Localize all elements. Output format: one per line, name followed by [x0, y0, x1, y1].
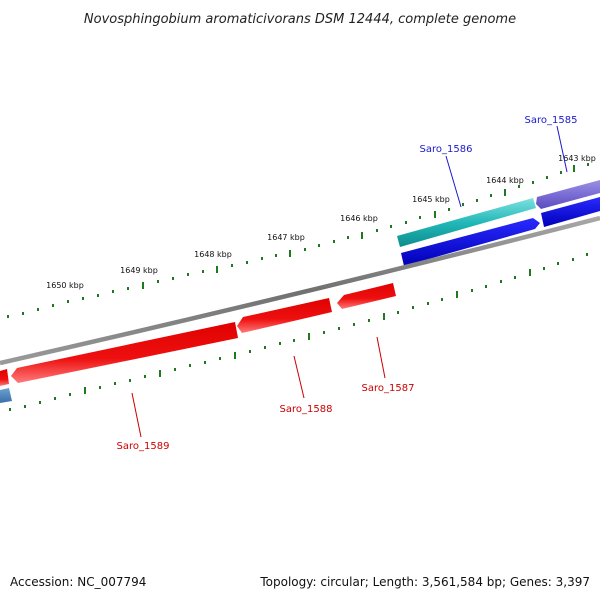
gene-saro-1588[interactable]	[237, 298, 332, 333]
tick-label-1647: 1647 kbp	[267, 233, 305, 242]
gene-saro-1585-purple[interactable]	[536, 180, 600, 209]
gene-blue-forward-2[interactable]	[541, 197, 600, 227]
tick-label-1649: 1649 kbp	[120, 266, 158, 275]
tick-label-1643: 1643 kbp	[558, 154, 596, 163]
gene-saro-1587[interactable]	[337, 283, 396, 309]
tick-label-1650: 1650 kbp	[46, 281, 84, 290]
gene-label-saro-1585[interactable]: Saro_1585	[525, 115, 578, 126]
map-title: Novosphingobium aromaticivorans DSM 1244…	[84, 12, 516, 27]
gene-label-saro-1589[interactable]: Saro_1589	[117, 441, 170, 452]
tick-label-1645: 1645 kbp	[412, 195, 450, 204]
tick-label-1646: 1646 kbp	[340, 214, 378, 223]
genome-backbone	[0, 215, 600, 366]
inner-tick-ring	[9, 253, 588, 411]
tick-label-1644: 1644 kbp	[486, 176, 524, 185]
gene-steel-edge[interactable]	[0, 388, 12, 403]
gene-label-saro-1587[interactable]: Saro_1587	[362, 383, 415, 394]
leader-saro-1586	[445, 155, 462, 208]
leader-saro-1587	[376, 336, 386, 379]
leader-saro-1585	[556, 125, 568, 173]
gene-blue-forward-1[interactable]	[401, 218, 540, 266]
gene-red-edge[interactable]	[0, 369, 9, 386]
tick-label-1648: 1648 kbp	[194, 250, 232, 259]
gene-saro-1589[interactable]	[11, 322, 238, 383]
outer-tick-ring	[7, 163, 589, 318]
accession-text: Accession: NC_007794	[10, 575, 146, 589]
gene-label-saro-1586[interactable]: Saro_1586	[420, 144, 473, 155]
leader-saro-1589	[131, 392, 142, 438]
gene-saro-1586-cyan[interactable]	[397, 198, 536, 247]
gene-label-saro-1588[interactable]: Saro_1588	[280, 404, 333, 415]
leader-saro-1588	[293, 355, 305, 399]
genome-summary-text: Topology: circular; Length: 3,561,584 bp…	[259, 575, 590, 589]
